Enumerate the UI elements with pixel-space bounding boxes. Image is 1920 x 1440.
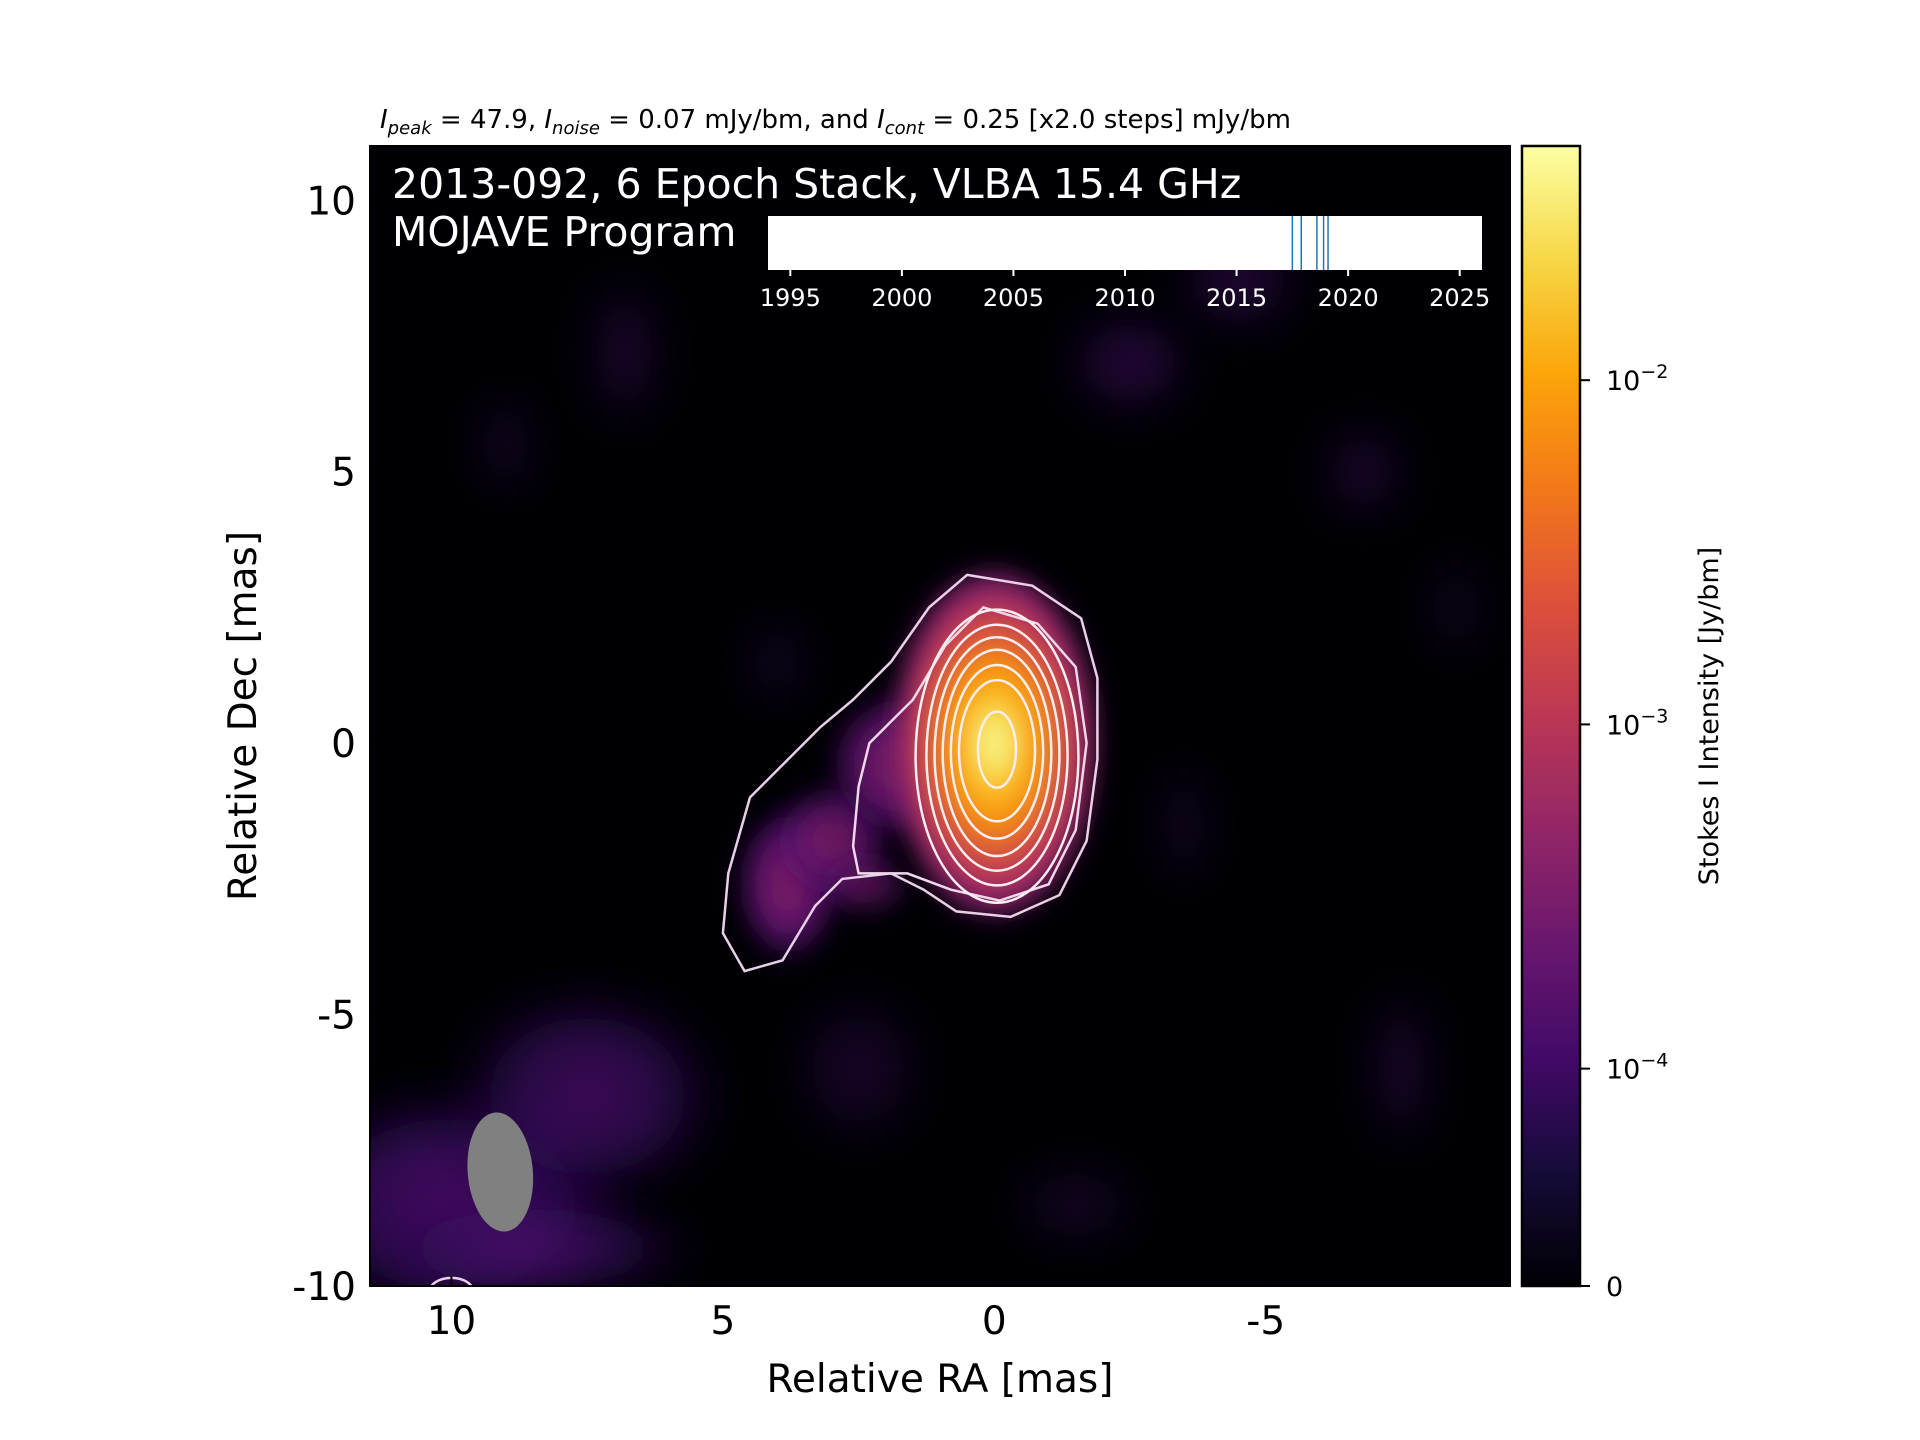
contour-level-5: [933, 636, 1061, 872]
timeline-ticks: 1995 2000 2005 2010 2015 2020 2025: [760, 270, 1490, 312]
x-axis-label: Relative RA [mas]: [767, 1357, 1114, 1402]
epoch-timeline: 1995 2000 2005 2010 2015 2020 2025: [760, 216, 1490, 312]
noise-blob: [1423, 553, 1489, 662]
colorbar-tick-label: 0: [1606, 1272, 1623, 1303]
contour-level-9: [976, 710, 1018, 789]
colorbar-label: Stokes I Intensity [Jy/bm]: [1694, 547, 1725, 885]
noise-blob: [1320, 422, 1407, 521]
noise-blob: [793, 992, 924, 1145]
contour-level-6: [941, 648, 1053, 858]
timeline-box: [768, 216, 1482, 270]
colorbar-tick-label: 10−2: [1606, 361, 1668, 397]
colorbar-ticks: 10−2 10−3 10−4 0: [1580, 361, 1668, 1303]
timeline-tick-label: 2020: [1318, 284, 1379, 312]
noise-blob: [1157, 759, 1212, 890]
y-tick-label: -5: [317, 994, 356, 1039]
plot-frame: [369, 145, 1511, 1287]
colorbar: 10−2 10−3 10−4 0 Stokes I Intensity [Jy/bm]: [1520, 144, 1725, 1303]
contour-level-2: [851, 605, 1088, 902]
timeline-tick-label: 2025: [1429, 284, 1490, 312]
noise-blob: [587, 276, 664, 429]
noise-blob: [1368, 987, 1434, 1151]
timeline-tick-label: 2010: [1094, 284, 1155, 312]
annotation-line-1: 2013-092, 6 Epoch Stack, VLBA 15.4 GHz: [392, 160, 1241, 208]
noise-blob: [473, 390, 539, 499]
contour-level-8: [957, 678, 1037, 823]
noise-blob: [370, 1193, 696, 1286]
contour-level-1: [721, 573, 1099, 973]
contour-level-4: [925, 623, 1069, 887]
x-tick-label: 0: [982, 1299, 1007, 1344]
chart-title: Ipeak = 47.9, Inoise = 0.07 mJy/bm, and …: [380, 105, 1291, 139]
y-tick-label: 10: [306, 179, 356, 224]
colorbar-tick-label: 10−4: [1606, 1050, 1668, 1086]
noise-blob: [1010, 1161, 1141, 1248]
colorbar-gradient: [1520, 144, 1582, 1288]
y-tick-label: 0: [331, 722, 356, 767]
noise-blob: [1064, 308, 1196, 418]
x-axis: 10 5 0 -5: [427, 1276, 1285, 1344]
noise-blob: [744, 618, 810, 706]
timeline-tick-label: 2005: [983, 284, 1044, 312]
contour-level-7: [949, 663, 1045, 840]
y-axis: 10 5 0 -5 -10: [292, 179, 380, 1310]
timeline-epochs: [1291, 216, 1329, 270]
y-tick-label: -10: [292, 1265, 356, 1310]
jet-emission: [815, 851, 913, 917]
contour-layer: [430, 573, 1099, 1286]
timeline-tick-label: 2000: [871, 284, 932, 312]
y-tick-label: 5: [331, 451, 356, 496]
plot-area: [370, 146, 1510, 1286]
beam-ellipse: [467, 1112, 534, 1232]
x-tick-label: 10: [427, 1299, 477, 1344]
contour-level-3: [914, 608, 1080, 904]
y-axis-label: Relative Dec [mas]: [221, 531, 266, 901]
timeline-tick-label: 2015: [1206, 284, 1267, 312]
colorbar-tick-label: 10−3: [1606, 705, 1668, 741]
timeline-tick-label: 1995: [760, 284, 821, 312]
x-tick-label: 5: [710, 1299, 735, 1344]
x-tick-label: -5: [1246, 1299, 1285, 1344]
annotation-line-2: MOJAVE Program: [392, 208, 736, 256]
